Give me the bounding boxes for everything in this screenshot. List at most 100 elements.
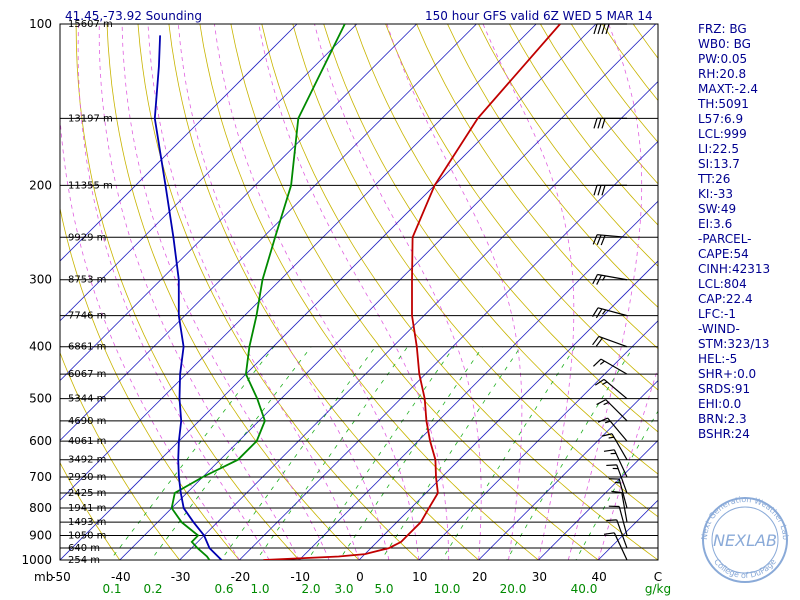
mixing-ratio-line (338, 346, 484, 560)
wind-barb-shaft (616, 464, 628, 494)
sounding-index: CINH:42313 (698, 262, 771, 276)
wind-barb-flag (605, 23, 610, 35)
plot-background (60, 24, 658, 560)
wind-barb (606, 464, 628, 494)
wind-barb-halfflag (614, 481, 621, 484)
wind-barb-shaft (605, 399, 628, 422)
wind-barb-shaft (613, 532, 628, 561)
wind-barb-flag (601, 433, 613, 437)
wind-barb-shaft (597, 234, 628, 238)
wind-barb-halfflag (612, 467, 619, 470)
temperature-tick-label: 40 (592, 570, 607, 584)
height-label: 11355 m (68, 180, 113, 191)
wind-barb-halfflag (603, 401, 609, 406)
sounding-index: RH:20.8 (698, 67, 747, 81)
sounding-index: CAPE:54 (698, 247, 749, 261)
height-label: 5344 m (68, 394, 106, 405)
wind-barb (592, 335, 628, 348)
wind-barb-shaft (616, 519, 628, 549)
isotherm (478, 380, 658, 560)
temperature-tick-label: 10 (412, 570, 427, 584)
wind-barb-shaft (611, 433, 628, 461)
pressure-tick-label: 800 (29, 501, 52, 515)
sounding-index: EHI:0.0 (698, 397, 742, 411)
isobar-lines (59, 23, 659, 561)
sounding-profiles (153, 24, 561, 560)
dry-adiabat (0, 0, 7, 571)
isotherm (358, 260, 658, 560)
wind-barb-flag (600, 235, 606, 246)
wind-barb (608, 505, 628, 536)
wind-barb-halfflag (610, 452, 617, 455)
nexlab-logo: Next Generation Weather Lab College of D… (700, 495, 790, 583)
pressure-tick-label: 900 (29, 528, 52, 542)
dry-adiabat (60, 461, 121, 560)
isotherm (60, 24, 477, 441)
wind-barb-halfflag (599, 360, 605, 365)
isotherm (239, 140, 658, 560)
isotherm (418, 320, 658, 560)
sounding-index: BSHR:24 (698, 427, 750, 441)
sounding-index: L57:6.9 (698, 112, 744, 126)
wind-barb (606, 519, 628, 549)
height-label: 1050 m (68, 530, 106, 541)
wind-barbs (592, 23, 628, 561)
sounding-index: CAP:22.4 (698, 292, 753, 306)
dewpoint-profile (170, 24, 346, 560)
pressure-tick-label: 500 (29, 392, 52, 406)
pressure-tick-label: 100 (29, 17, 52, 31)
wind-barb (594, 378, 628, 400)
wind-barb-flag (596, 274, 602, 285)
mixing-ratio-tick-label: 0.6 (214, 582, 233, 596)
isotherm (119, 24, 657, 560)
isotherm (60, 24, 537, 501)
logo-main-text: NEXLAB (713, 531, 777, 550)
logo-ring-bottom-text: College of DuPage (712, 557, 778, 580)
mixing-ratio-line (307, 346, 455, 560)
wind-barb (596, 399, 628, 422)
mixing-ratio-tick-label: 3.0 (334, 582, 353, 596)
wind-barb-shaft (597, 307, 628, 317)
sounding-index: BRN:2.3 (698, 412, 747, 426)
wind-barb-halfflag (602, 381, 608, 386)
sounding-index: LI:22.5 (698, 142, 739, 156)
wind-barb-flag (592, 274, 598, 285)
x-axis-unit: C (654, 570, 662, 584)
wind-barb-shaft (621, 492, 628, 523)
wind-barb-flag (597, 185, 602, 196)
sounding-index: -PARCEL- (698, 232, 752, 246)
mixing-ratio-line (380, 346, 521, 560)
wind-barb-halfflag (604, 420, 611, 424)
sounding-index: TT:26 (698, 172, 731, 186)
wind-barb-flag (603, 532, 615, 535)
plot-frame (59, 23, 659, 561)
wind-barb-flag (601, 23, 606, 35)
x-axis-pressure-unit: mb (34, 570, 53, 584)
sounding-index: LFC:-1 (698, 307, 736, 321)
sounding-index: SI:13.7 (698, 157, 740, 171)
wind-barb-flag (597, 23, 602, 35)
wind-barb (611, 490, 628, 523)
wind-barb-flag (597, 417, 608, 423)
height-label: 254 m (68, 555, 100, 566)
wind-barb (593, 117, 627, 129)
isotherm (60, 24, 597, 560)
temperature-tick-label: -20 (231, 570, 251, 584)
mixing-ratio-line (256, 346, 408, 560)
sounding-index: HEL:-5 (698, 352, 738, 366)
wind-barb-shaft (598, 335, 628, 348)
pressure-tick-label: 200 (29, 178, 52, 192)
wind-barb-flag (601, 118, 606, 129)
wind-barb-shaft (597, 273, 628, 281)
sounding-index: STM:323/13 (698, 337, 770, 351)
wind-barb-shaft (613, 449, 628, 478)
temperature-tick-label: 20 (472, 570, 487, 584)
wind-barb-flag (611, 490, 622, 494)
mixing-ratio-tick-label: 1.0 (250, 582, 269, 596)
height-label: 4690 m (68, 416, 106, 427)
height-label: 13197 m (68, 113, 113, 124)
height-label: 6067 m (68, 369, 106, 380)
wind-barb (592, 234, 628, 246)
wind-barb-shaft (607, 417, 628, 442)
wind-barb (597, 417, 628, 442)
